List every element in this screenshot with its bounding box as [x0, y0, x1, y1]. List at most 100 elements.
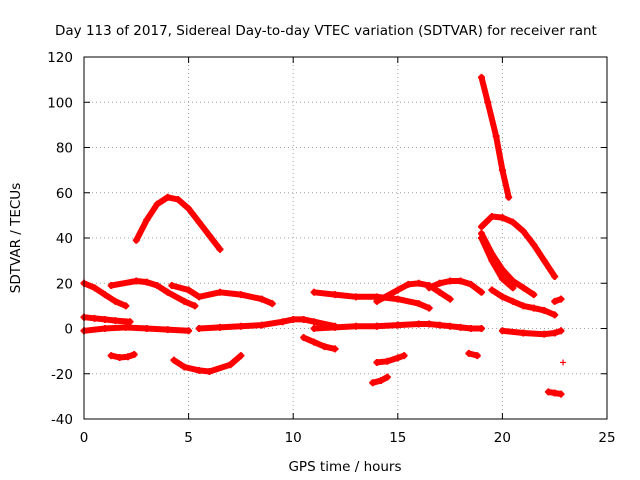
data-point-marker — [373, 322, 381, 330]
data-point-marker — [195, 325, 203, 332]
data-point-marker — [436, 288, 444, 296]
data-point-marker — [509, 297, 517, 305]
data-point-marker — [477, 234, 485, 242]
data-point-marker — [425, 320, 433, 328]
series-arc-24 — [498, 327, 565, 338]
data-point-marker — [492, 132, 500, 140]
data-point-marker — [373, 297, 381, 305]
grid-lines — [84, 57, 607, 419]
data-point-marker — [415, 320, 423, 328]
data-point-marker — [465, 349, 473, 357]
data-point-marker — [477, 325, 485, 332]
series-line — [373, 352, 408, 366]
data-point-marker — [237, 322, 245, 330]
data-point-marker — [446, 295, 454, 303]
series-arc-04 — [107, 277, 199, 310]
series-arc-20 — [477, 213, 559, 280]
data-point-marker — [519, 329, 527, 337]
data-point-marker — [473, 352, 481, 360]
data-point-marker — [310, 338, 318, 346]
y-axis-label: SDTVAR / TECUs — [8, 183, 24, 293]
data-point-marker — [498, 327, 506, 335]
data-point-marker — [519, 302, 527, 310]
data-point-marker — [122, 302, 130, 310]
data-point-marker — [477, 288, 485, 296]
series-line — [478, 235, 516, 291]
series-arc-06 — [132, 193, 224, 253]
data-point-marker — [457, 277, 465, 285]
y-tick-label: 0 — [64, 322, 73, 338]
data-point-marker — [132, 236, 140, 244]
data-point-marker — [383, 357, 391, 365]
data-point-marker — [258, 321, 266, 329]
y-tick-label: -40 — [51, 412, 73, 428]
data-point-marker — [310, 325, 318, 332]
data-point-marker — [143, 216, 151, 224]
data-point-marker — [498, 166, 506, 174]
data-point-marker — [551, 272, 559, 280]
data-point-marker — [195, 366, 203, 374]
data-point-marker — [258, 295, 266, 303]
data-point-marker — [289, 315, 297, 323]
data-point-marker — [477, 223, 485, 231]
data-point-marker — [505, 193, 513, 201]
data-point-marker — [557, 390, 565, 398]
data-point-marker — [130, 351, 138, 359]
data-point-marker — [300, 315, 308, 323]
data-point-marker — [195, 293, 203, 301]
data-point-marker — [331, 291, 339, 299]
series-line — [311, 323, 380, 332]
data-point-marker — [467, 325, 475, 332]
data-point-marker — [498, 293, 506, 301]
data-point-marker — [394, 286, 402, 294]
data-point-marker — [425, 284, 433, 292]
data-point-marker — [488, 286, 496, 294]
series-arc-01 — [80, 279, 130, 310]
series-arc-07 — [168, 282, 276, 308]
data-point-marker — [90, 314, 98, 322]
series-arc-17 — [425, 277, 485, 296]
data-point-marker — [216, 245, 224, 253]
y-tick-label: -20 — [51, 367, 73, 383]
y-tick-label: 60 — [56, 186, 73, 202]
data-point-marker — [383, 373, 391, 381]
x-tick-label: 10 — [285, 430, 302, 446]
data-point-marker — [477, 73, 485, 81]
data-point-marker — [185, 205, 193, 213]
data-point-marker — [111, 317, 119, 325]
data-point-marker — [557, 295, 565, 303]
x-tick-label: 20 — [494, 430, 511, 446]
chart-title: Day 113 of 2017, Sidereal Day-to-day VTE… — [55, 23, 597, 39]
data-point-marker — [206, 232, 214, 240]
data-point-marker — [116, 353, 124, 361]
series-arc-14 — [373, 352, 408, 366]
x-axis-label: GPS time / hours — [288, 459, 401, 475]
series-line — [300, 334, 338, 352]
x-tick-label: 25 — [598, 430, 615, 446]
data-point-marker — [488, 257, 496, 265]
data-point-marker — [498, 275, 506, 283]
series-arc-11 — [310, 288, 433, 312]
series-arc-15 — [373, 320, 485, 332]
data-point-marker — [394, 321, 402, 329]
series-line — [171, 352, 244, 375]
data-point-marker — [400, 352, 408, 360]
data-point-marker — [124, 353, 132, 361]
series-arc-09 — [195, 315, 339, 332]
data-point-marker — [237, 352, 245, 360]
series-arc-02 — [80, 313, 134, 326]
data-point-marker — [122, 323, 130, 331]
data-point-marker — [310, 288, 318, 296]
x-tick-label: 0 — [80, 430, 89, 446]
data-point-marker — [394, 354, 402, 362]
data-point-marker — [530, 241, 538, 249]
series-arc-18 — [465, 349, 481, 360]
data-point-marker — [560, 359, 567, 366]
data-point-marker — [185, 286, 193, 294]
series-arc-19 — [477, 73, 513, 201]
data-point-marker — [498, 214, 506, 222]
data-point-marker — [425, 304, 433, 312]
data-point-marker — [509, 284, 517, 292]
data-point-marker — [206, 367, 214, 375]
